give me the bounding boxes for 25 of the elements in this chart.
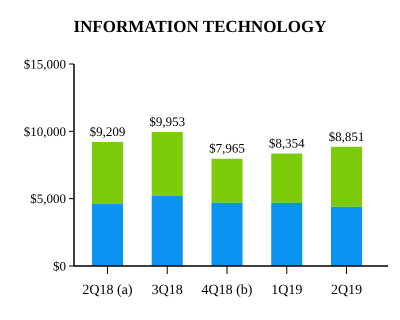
x-tick-label: 2Q19 [330, 283, 362, 298]
y-tick-label: $5,000 [30, 191, 66, 206]
bar [330, 146, 362, 207]
bar [211, 158, 243, 203]
bar [92, 204, 124, 266]
total-label: $8,354 [268, 136, 306, 150]
y-tick-label: $15,000 [24, 56, 66, 72]
bar [211, 202, 243, 266]
bar [271, 154, 302, 203]
bar [271, 202, 302, 266]
x-tick-label: 3Q18 [152, 283, 183, 298]
x-tick-label: 1Q19 [271, 283, 302, 298]
total-label: $7,965 [209, 140, 245, 156]
chart-title: INFORMATION TECHNOLOGY [74, 17, 326, 36]
bar [152, 196, 183, 266]
bar [92, 142, 124, 204]
total-label: $9,953 [149, 114, 186, 129]
total-label: $8,851 [328, 128, 364, 144]
bar [330, 206, 362, 266]
bar [152, 132, 183, 196]
x-tick-label: 4Q18 (b) [202, 283, 253, 298]
y-tick-label: $10,000 [24, 124, 66, 139]
x-tick-label: 2Q18 (a) [82, 283, 133, 298]
y-tick-label: $0 [53, 258, 66, 274]
total-label: $9,209 [90, 124, 126, 139]
